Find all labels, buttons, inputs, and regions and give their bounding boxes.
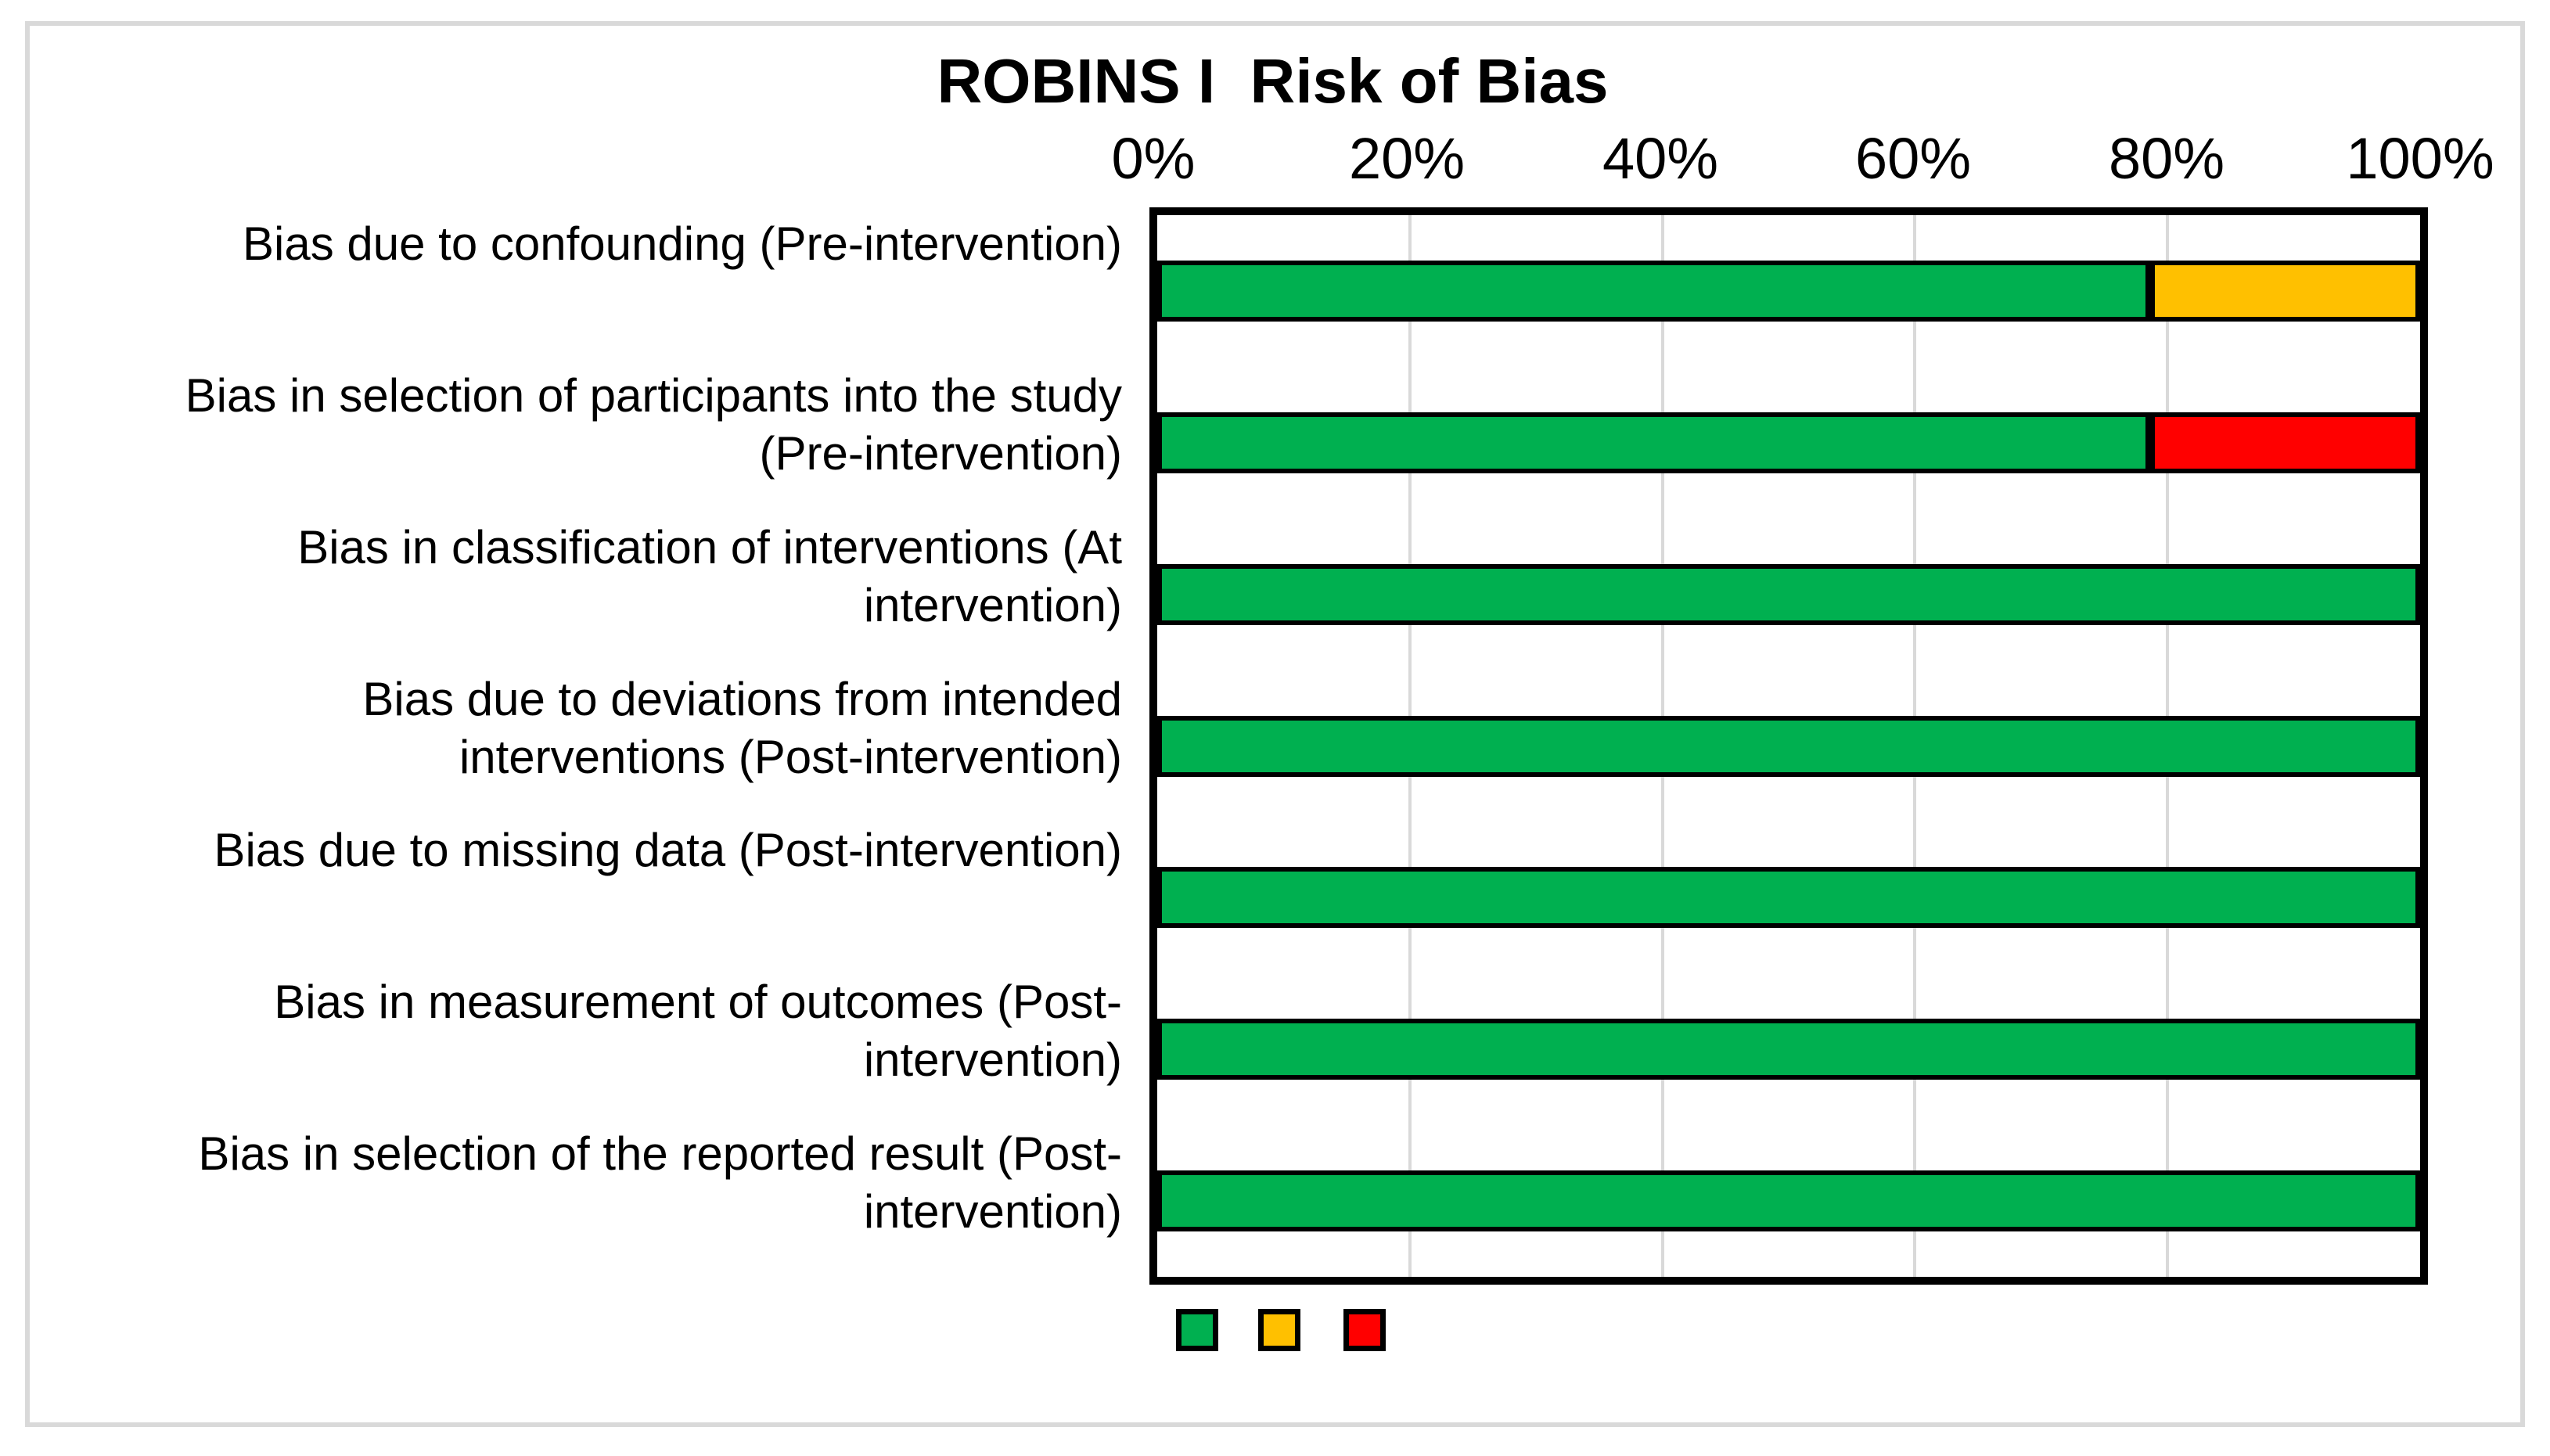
bar-row	[1157, 519, 2420, 670]
bar-row	[1157, 973, 2420, 1125]
bar-row	[1157, 367, 2420, 519]
bar-segment-green	[1157, 1019, 2420, 1080]
bar-segment-red	[2149, 412, 2420, 473]
chart-title: ROBINS I Risk of Bias	[937, 46, 1609, 116]
bar-segment-green	[1157, 261, 2150, 322]
legend-swatch-red-icon	[1343, 1309, 1386, 1351]
bar-row	[1157, 821, 2420, 973]
bar-segment-green	[1157, 1170, 2420, 1232]
category-label-classification: Bias in classification of interventions …	[297, 520, 1122, 631]
x-tick-40: 40%	[1602, 126, 1719, 191]
category-label-confounding: Bias due to confounding (Pre-interventio…	[242, 218, 1122, 270]
bar-segment-green	[1157, 563, 2420, 625]
x-tick-80: 80%	[2108, 126, 2225, 191]
x-tick-20: 20%	[1348, 126, 1466, 191]
bar-segment-yellow	[2149, 261, 2420, 322]
bar-segment-green	[1157, 412, 2150, 473]
bar-segment-green	[1157, 715, 2420, 777]
x-tick-0: 0%	[1111, 126, 1196, 191]
plot-area	[1149, 207, 2428, 1285]
legend-swatch-yellow-icon	[1258, 1309, 1300, 1351]
x-tick-100: 100%	[2346, 126, 2494, 191]
bar-segment-green	[1157, 867, 2420, 929]
bar-row	[1157, 670, 2420, 822]
category-label-deviations: Bias due to deviations from intended int…	[362, 672, 1122, 783]
bar-row	[1157, 215, 2420, 367]
category-label-selection-participants: Bias in selection of participants into t…	[185, 368, 1122, 480]
category-label-reported-result: Bias in selection of the reported result…	[198, 1127, 1122, 1238]
legend-swatch-green-icon	[1176, 1309, 1218, 1351]
category-label-measurement: Bias in measurement of outcomes (Post- i…	[274, 976, 1122, 1087]
bar-row	[1157, 1125, 2420, 1277]
category-label-missing-data: Bias due to missing data (Post-intervent…	[214, 824, 1122, 877]
x-tick-60: 60%	[1854, 126, 1972, 191]
